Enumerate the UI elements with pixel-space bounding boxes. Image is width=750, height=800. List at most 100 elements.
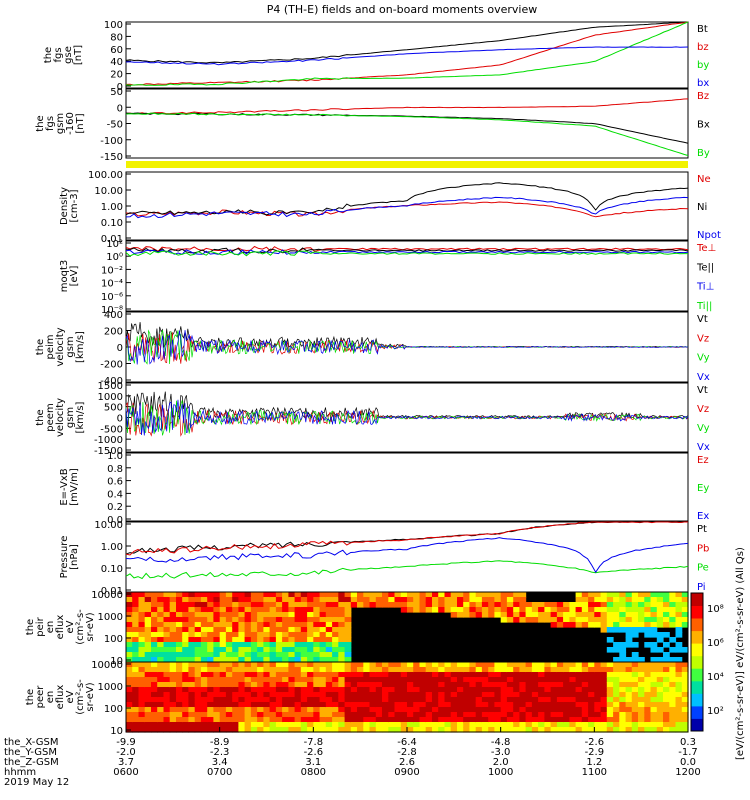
spectrogram-cell — [157, 702, 164, 708]
y-axis-label-line: the — [35, 409, 46, 425]
spectrogram-cell — [200, 702, 208, 708]
series-bx — [125, 46, 689, 66]
spectrogram-cell — [207, 672, 214, 678]
spectrogram-cell — [282, 637, 289, 643]
spectrogram-cell — [663, 667, 670, 673]
spectrogram-cell — [338, 592, 346, 598]
spectrogram-cell — [319, 657, 327, 663]
spectrogram-cell — [513, 722, 520, 728]
x-tick-label: 2.0 — [493, 757, 509, 768]
spectrogram-cell — [650, 647, 658, 653]
spectrogram-cell — [675, 647, 683, 653]
spectrogram-cell — [144, 692, 152, 698]
spectrogram-cell — [656, 667, 664, 673]
spectrogram-cell — [357, 592, 364, 598]
spectrogram-cell — [419, 667, 427, 673]
spectrogram-cell — [382, 687, 389, 693]
spectrogram-cell — [656, 722, 664, 728]
spectrogram-cell — [319, 677, 327, 683]
spectrogram-cell — [531, 607, 539, 613]
spectrogram-cell — [606, 667, 614, 673]
y-tick-label: 1.00 — [101, 202, 123, 213]
spectrogram-cell — [407, 592, 414, 598]
spectrogram-cell — [425, 677, 433, 683]
spectrogram-cell — [269, 612, 277, 618]
spectrogram-cell — [213, 667, 221, 673]
series-by — [125, 112, 689, 156]
spectrogram-cell — [569, 722, 577, 728]
spectrogram-cell — [388, 662, 396, 668]
spectrogram-cell — [213, 642, 221, 648]
spectrogram-cell — [138, 702, 146, 708]
y-axis-label-line: the — [43, 47, 54, 63]
spectrogram-cell — [656, 727, 664, 733]
spectrogram-cell — [325, 612, 333, 618]
spectrogram-cell — [300, 592, 308, 598]
spectrogram-cell — [600, 722, 608, 728]
spectrogram-cell — [250, 697, 258, 703]
spectrogram-cell — [413, 712, 420, 718]
y-axis-label-line: the — [35, 115, 46, 131]
spectrogram-cell — [263, 657, 271, 663]
x-tick-label: 0800 — [301, 767, 326, 778]
y-tick-label: 0.01 — [101, 586, 123, 597]
spectrogram-cell — [144, 662, 152, 668]
y-tick-label: -150 — [100, 152, 123, 163]
panel-background — [126, 522, 688, 592]
y-tick-label: 0 — [117, 82, 123, 93]
spectrogram-cell — [425, 602, 433, 608]
spectrogram-cell — [169, 617, 177, 623]
spectrogram-cell — [550, 727, 558, 733]
spectrogram-cell — [300, 612, 308, 618]
spectrogram-cell — [481, 682, 489, 688]
spectrogram-cell — [344, 677, 352, 683]
spectrogram-cell — [207, 622, 214, 628]
spectrogram-cell — [338, 687, 346, 693]
series-temp-black — [125, 247, 689, 254]
spectrogram-cell — [213, 672, 221, 678]
spectrogram-cell — [681, 702, 689, 708]
spectrogram-cell — [200, 672, 208, 678]
spectrogram-cell — [169, 722, 177, 728]
spectrogram-cell — [544, 682, 552, 688]
spectrogram-cell — [157, 612, 164, 618]
spectrogram-cell — [588, 612, 595, 618]
spectrogram-cell — [200, 682, 208, 688]
spectrogram-cell — [506, 607, 514, 613]
spectrogram-cell — [663, 672, 670, 678]
spectrogram-cell — [663, 607, 670, 613]
spectrogram-cell — [294, 692, 302, 698]
spectrogram-cell — [163, 712, 171, 718]
y-axis-label-line: Pressure — [59, 536, 70, 579]
y-axis-label-line: peer — [35, 685, 46, 709]
spectrogram-cell — [200, 677, 208, 683]
spectrogram-cell — [307, 652, 314, 658]
spectrogram-cell — [600, 717, 608, 723]
spectrogram-cell — [144, 592, 152, 598]
spectrogram-cell — [588, 697, 595, 703]
x-tick-label: -7.8 — [304, 737, 324, 748]
spectrogram-cell — [375, 667, 383, 673]
spectrogram-cell — [500, 607, 508, 613]
spectrogram-cell — [656, 607, 664, 613]
spectrogram-cell — [525, 697, 533, 703]
spectrogram-cell — [650, 662, 658, 668]
spectrogram-cell — [638, 697, 645, 703]
spectrogram-cell — [244, 722, 252, 728]
spectrogram-cell — [275, 657, 283, 663]
spectrogram-cell — [457, 707, 464, 713]
spectrogram-cell — [488, 717, 495, 723]
spectrogram-cell — [132, 672, 139, 678]
spectrogram-cell — [419, 722, 427, 728]
spectrogram-cell — [457, 662, 464, 668]
series-bz — [125, 98, 689, 115]
spectrogram-cell — [144, 652, 152, 658]
y-axis-label-line: [eV] — [69, 266, 80, 287]
spectrogram-cell — [138, 662, 146, 668]
spectrogram-cell — [631, 622, 639, 628]
spectrogram-cell — [151, 652, 158, 658]
spectrogram-cell — [250, 647, 258, 653]
spectrogram-cell — [213, 687, 221, 693]
spectrogram-cell — [475, 672, 483, 678]
y-axis-label-line: gsm — [65, 336, 76, 357]
